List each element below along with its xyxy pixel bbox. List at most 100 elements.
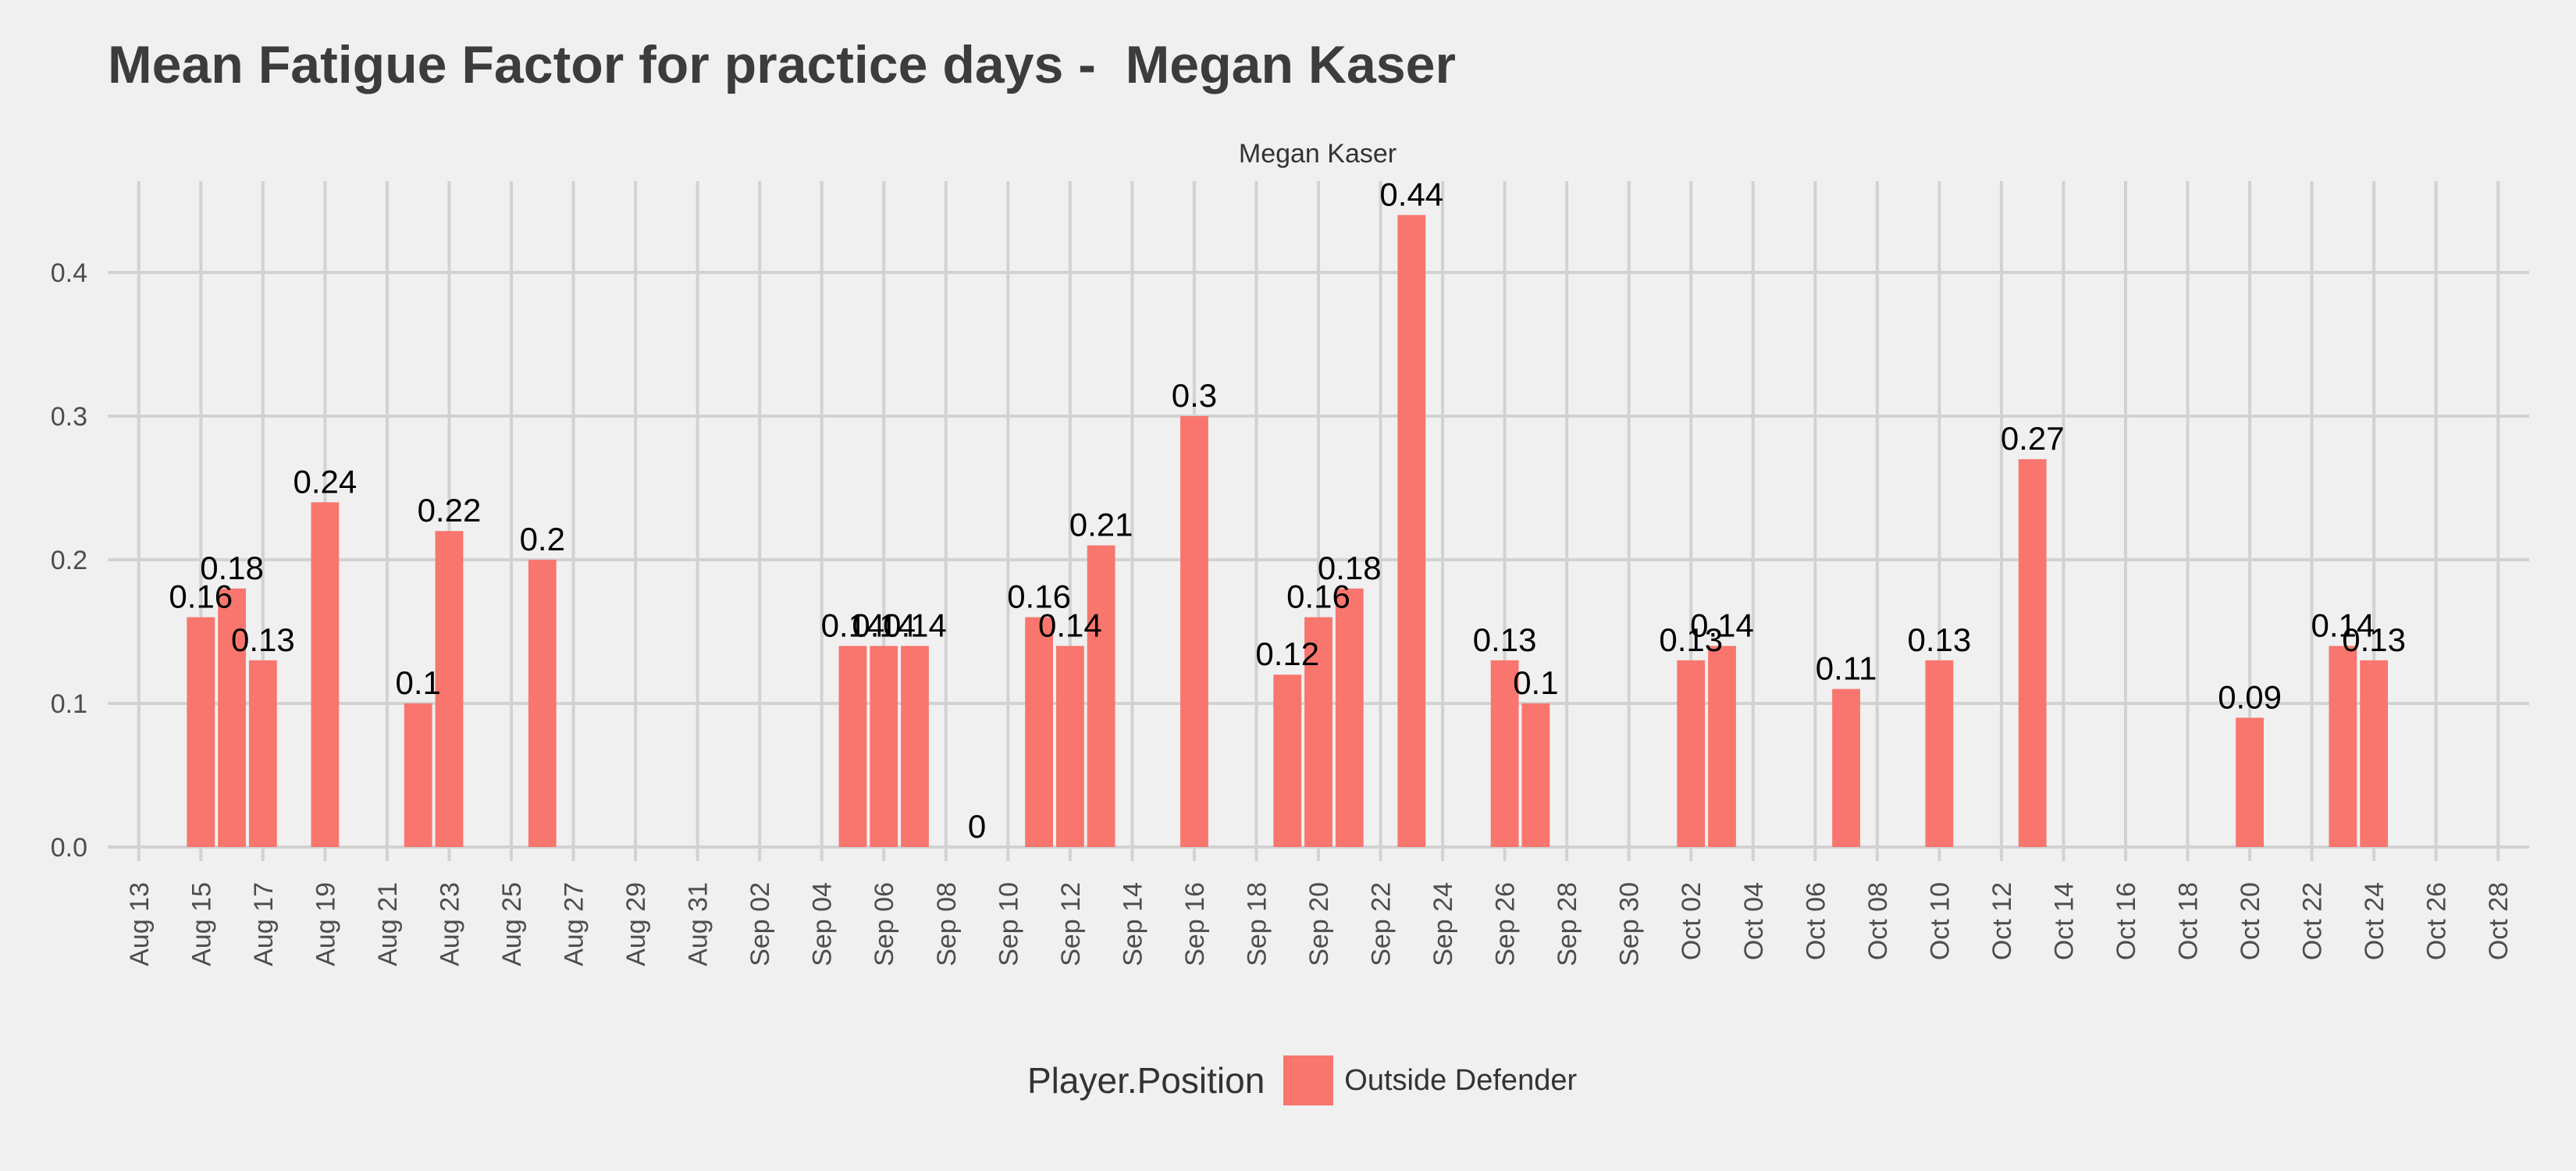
x-tick-label: Oct 24 — [2360, 882, 2389, 960]
x-tick-label: Sep 22 — [1367, 882, 1397, 966]
data-label: 0.22 — [418, 492, 482, 529]
x-tick-label: Sep 04 — [808, 882, 838, 966]
data-label: 0.13 — [1473, 621, 1537, 658]
data-label: 0.09 — [2218, 678, 2282, 715]
x-tick-label: Aug 17 — [249, 882, 279, 966]
y-tick-label: 0.4 — [51, 258, 87, 288]
x-tick-label: Sep 06 — [870, 882, 899, 966]
bar — [1677, 660, 1706, 847]
x-tick-label: Aug 19 — [311, 882, 340, 966]
x-tick-label: Sep 16 — [1180, 882, 1210, 966]
legend-label: Outside Defender — [1344, 1063, 1578, 1097]
x-tick-label: Oct 16 — [2112, 882, 2141, 960]
bar — [218, 588, 246, 847]
bar — [1925, 660, 1954, 847]
x-tick-label: Sep 02 — [745, 882, 775, 966]
bar — [1025, 617, 1053, 847]
data-label: 0.44 — [1379, 176, 1443, 212]
data-label: 0.18 — [200, 550, 264, 586]
x-tick-label: Sep 10 — [994, 882, 1023, 966]
x-tick-label: Sep 08 — [932, 882, 962, 966]
bar — [1087, 545, 1115, 847]
data-label: 0.14 — [1690, 607, 1754, 643]
x-axis-ticks: Aug 13 Aug 15 Aug 17 Aug 19 Aug 21 Aug 23 Aug … — [125, 882, 2514, 966]
bar — [528, 560, 557, 847]
x-tick-label: Aug 21 — [373, 882, 403, 966]
data-label: 0.1 — [395, 664, 440, 701]
chart-title: Mean Fatigue Factor for practice days - … — [108, 35, 1456, 94]
x-tick-label: Oct 20 — [2236, 882, 2265, 960]
data-label: 0 — [968, 808, 986, 845]
data-label: 0.1 — [1513, 664, 1558, 701]
bar — [901, 646, 929, 847]
y-tick-label: 0.0 — [51, 833, 87, 863]
x-tick-label: Oct 06 — [1801, 882, 1831, 960]
bar — [2236, 717, 2264, 847]
bar — [1490, 660, 1519, 847]
y-axis-ticks: 0.0 0.1 0.2 0.3 0.4 — [51, 258, 87, 863]
legend-key — [1283, 1055, 1334, 1105]
data-labels: 0.160.180.130.240.10.220.20.140.140.1400… — [169, 176, 2406, 845]
data-label: 0.21 — [1069, 507, 1133, 543]
x-tick-label: Sep 26 — [1491, 882, 1521, 966]
x-tick-label: Sep 14 — [1118, 882, 1147, 966]
x-tick-label: Aug 13 — [125, 882, 155, 966]
x-tick-label: Sep 20 — [1304, 882, 1334, 966]
legend-title: Player.Position — [1027, 1060, 1265, 1101]
bar — [1832, 689, 1860, 847]
x-tick-label: Aug 27 — [560, 882, 589, 966]
data-label: 0.16 — [169, 578, 233, 615]
bar — [187, 617, 215, 847]
x-tick-label: Oct 28 — [2484, 882, 2514, 960]
bar — [404, 703, 432, 847]
data-label: 0.13 — [1908, 621, 1972, 658]
x-tick-label: Sep 24 — [1429, 882, 1458, 966]
bar — [311, 502, 340, 847]
bar — [1055, 646, 1084, 847]
x-tick-label: Sep 18 — [1242, 882, 1272, 966]
data-label: 0.14 — [821, 607, 885, 643]
x-tick-label: Sep 30 — [1615, 882, 1645, 966]
legend: Player.Position Outside Defender — [1027, 1055, 1577, 1105]
data-label: 0.14 — [852, 607, 916, 643]
data-label: 0.24 — [294, 463, 358, 500]
bar — [1304, 617, 1332, 847]
data-label: 0.16 — [1007, 578, 1071, 615]
bar — [1397, 215, 1426, 847]
bar — [2329, 646, 2357, 847]
facet-label: Megan Kaser — [1239, 139, 1397, 169]
bar — [435, 531, 464, 847]
data-label: 0.13 — [231, 621, 295, 658]
data-label: 0.3 — [1172, 377, 1217, 414]
x-tick-label: Oct 22 — [2298, 882, 2328, 960]
bar — [2360, 660, 2389, 847]
data-label: 0.2 — [520, 521, 565, 557]
data-label: 0.11 — [1816, 650, 1877, 687]
bar — [1180, 416, 1208, 847]
y-tick-label: 0.2 — [51, 546, 87, 575]
bars — [187, 215, 2389, 847]
data-label: 0.13 — [1659, 621, 1723, 658]
x-tick-label: Aug 29 — [621, 882, 651, 966]
x-tick-label: Aug 23 — [435, 882, 464, 966]
x-tick-label: Aug 25 — [497, 882, 527, 966]
data-label: 0.13 — [2342, 621, 2406, 658]
x-tick-label: Aug 31 — [684, 882, 713, 966]
bar — [248, 660, 277, 847]
x-tick-label: Oct 02 — [1677, 882, 1706, 960]
x-tick-label: Sep 12 — [1056, 882, 1086, 966]
data-label: 0.16 — [1286, 578, 1350, 615]
x-tick-label: Oct 12 — [1987, 882, 2017, 960]
x-tick-label: Sep 28 — [1553, 882, 1582, 966]
data-label: 0.14 — [1038, 607, 1102, 643]
y-tick-label: 0.3 — [51, 402, 87, 432]
x-tick-label: Oct 04 — [1739, 882, 1769, 960]
data-label: 0.18 — [1318, 550, 1382, 586]
bar — [1335, 588, 1364, 847]
x-tick-label: Oct 14 — [2049, 882, 2079, 960]
bar — [1708, 646, 1736, 847]
data-label: 0.14 — [883, 607, 947, 643]
x-tick-label: Oct 08 — [1863, 882, 1893, 960]
data-label: 0.12 — [1255, 635, 1319, 672]
bar — [1273, 674, 1302, 847]
